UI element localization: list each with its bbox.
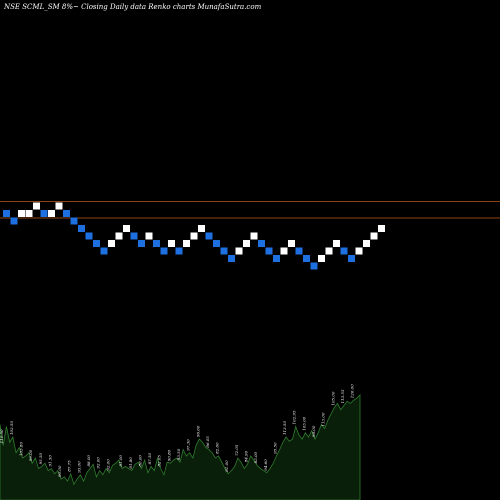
volume-label: 103.00	[301, 416, 306, 430]
volume-label: 91.50	[47, 455, 52, 467]
renko-brick-down	[153, 240, 160, 247]
volume-label: 105.00	[330, 391, 335, 405]
renko-brick-up	[168, 240, 175, 247]
renko-brick-up	[183, 240, 190, 247]
volume-label: 83.50	[176, 448, 181, 460]
renko-brick-down	[100, 247, 108, 255]
chart-title: NSE SCML_SM 8%~ Closing Daily data Renko…	[3, 3, 262, 11]
renko-brick-up	[108, 240, 115, 247]
renko-brick-up	[288, 240, 295, 247]
renko-brick-up	[123, 225, 130, 232]
volume-label: 94.60	[263, 459, 268, 471]
renko-brick-up	[333, 240, 340, 247]
renko-brick-up	[363, 240, 370, 247]
renko-brick-down	[310, 262, 318, 270]
renko-brick-down	[205, 232, 213, 240]
volume-label: 82.05	[157, 455, 162, 467]
renko-brick-down	[213, 240, 220, 247]
volume-label: 113.50	[282, 421, 287, 435]
renko-brick-down	[130, 232, 138, 240]
renko-brick-up	[355, 247, 363, 255]
renko-brick-up	[25, 210, 33, 217]
volume-label: 81.00	[118, 455, 123, 467]
volume-label: 95.50	[38, 452, 43, 464]
renko-brick-up	[250, 232, 258, 240]
volume-label: 97.30	[186, 439, 191, 451]
renko-brick-up	[198, 225, 205, 232]
volume-label: 81.00	[224, 460, 229, 472]
volume-label: 103.80	[19, 442, 24, 456]
volume-label: 72.05	[234, 444, 239, 456]
renko-brick-up	[243, 240, 250, 247]
renko-brick-down	[258, 240, 265, 247]
renko-brick-up	[370, 232, 378, 240]
renko-brick-down	[348, 255, 355, 262]
renko-brick-down	[10, 217, 18, 225]
volume-label: 90.00	[57, 465, 62, 477]
renko-brick-down	[85, 232, 93, 240]
renko-brick-up	[325, 247, 333, 255]
volume-label: 96.60	[195, 425, 200, 437]
renko-bricks	[3, 202, 385, 270]
renko-brick-up	[318, 255, 325, 262]
volume-label: 81.80	[128, 457, 133, 469]
volume-label: 110.50	[0, 429, 4, 443]
volume-label: 113.55	[340, 389, 345, 403]
renko-brick-down	[63, 210, 70, 217]
renko-brick-up	[378, 225, 385, 232]
volume-label: 92.00	[105, 459, 110, 471]
renko-brick-down	[160, 247, 168, 255]
volume-label: 95.50	[272, 442, 277, 454]
volume-label: 84.90	[244, 450, 249, 462]
renko-brick-down	[93, 240, 100, 247]
renko-brick-up	[145, 232, 153, 240]
volume-label: 90.80	[166, 449, 171, 461]
renko-brick-up	[48, 210, 55, 217]
volume-label: 113.00	[321, 412, 326, 426]
volume-label: 83.00	[253, 451, 258, 463]
renko-brick-up	[280, 247, 288, 255]
volume-label: 93.00	[76, 461, 81, 473]
volume-label: 80.00	[137, 455, 142, 467]
renko-brick-down	[3, 210, 10, 217]
renko-brick-up	[115, 232, 123, 240]
renko-brick-down	[303, 255, 310, 262]
renko-brick-down	[40, 210, 48, 217]
renko-brick-up	[18, 210, 25, 217]
volume-label: 98.00	[311, 425, 316, 437]
volume-label: 99.00	[28, 449, 33, 461]
volume-label: 92.00	[96, 457, 101, 469]
volume-label: 82.60	[215, 442, 220, 454]
volume-label: 102.50	[9, 421, 14, 435]
renko-brick-up	[55, 202, 63, 210]
renko-brick-up	[235, 247, 243, 255]
renko-brick-down	[78, 225, 85, 232]
volume-panel: 110.50 102.50 103.80 99.00 95.50 91.50 90.00 87…	[0, 384, 361, 500]
renko-brick-down	[295, 247, 303, 255]
renko-brick-down	[228, 255, 235, 262]
renko-brick-down	[220, 247, 228, 255]
renko-brick-down	[340, 247, 348, 255]
reference-levels	[0, 201, 500, 219]
volume-label: 87.50	[147, 452, 152, 464]
renko-brick-up	[190, 232, 198, 240]
renko-brick-down	[175, 247, 183, 255]
renko-brick-down	[70, 217, 78, 225]
volume-label: 86.05	[205, 436, 210, 448]
volume-area	[0, 394, 361, 500]
volume-label: 126.00	[350, 384, 355, 398]
renko-brick-down	[265, 247, 273, 255]
volume-label: 88.00	[86, 455, 91, 467]
volume-label: 102.95	[292, 410, 297, 424]
renko-brick-up	[33, 202, 40, 210]
renko-brick-down	[138, 240, 145, 247]
volume-label: 87.75	[67, 460, 72, 472]
renko-brick-down	[273, 255, 280, 262]
